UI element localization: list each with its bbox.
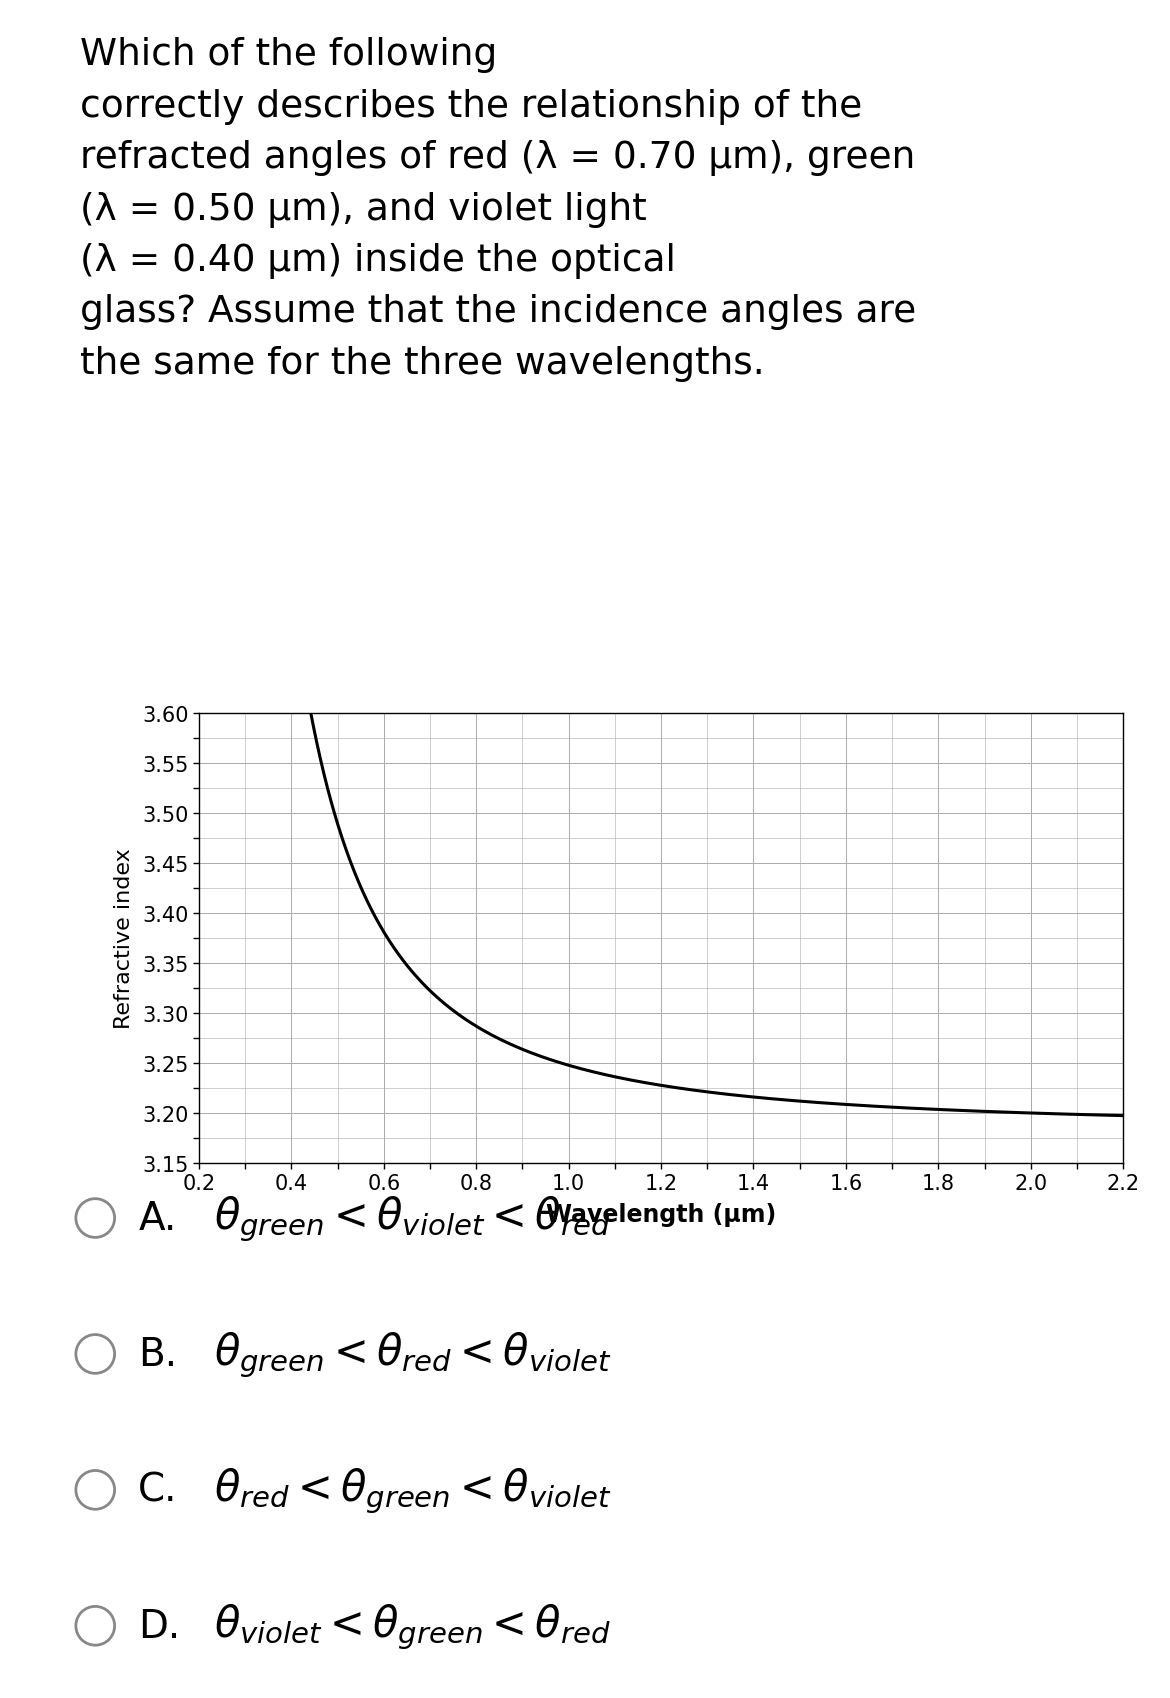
Text: $\theta_{green} < \theta_{violet} < \theta_{red}$: $\theta_{green} < \theta_{violet} < \the… [214, 1194, 611, 1243]
Text: C.: C. [138, 1470, 178, 1510]
X-axis label: Wavelength (μm): Wavelength (μm) [546, 1202, 776, 1226]
Text: B.: B. [138, 1335, 178, 1374]
Text: $\theta_{violet} < \theta_{green} < \theta_{red}$: $\theta_{violet} < \theta_{green} < \the… [214, 1601, 611, 1650]
Text: Which of the following
correctly describes the relationship of the
refracted ang: Which of the following correctly describ… [80, 37, 916, 382]
Text: $\theta_{green} < \theta_{red} < \theta_{violet}$: $\theta_{green} < \theta_{red} < \theta_… [214, 1330, 611, 1379]
Text: $\theta_{red} < \theta_{green} < \theta_{violet}$: $\theta_{red} < \theta_{green} < \theta_… [214, 1465, 611, 1515]
Text: D.: D. [138, 1606, 180, 1645]
Text: A.: A. [138, 1199, 177, 1238]
Y-axis label: Refractive index: Refractive index [113, 847, 133, 1029]
